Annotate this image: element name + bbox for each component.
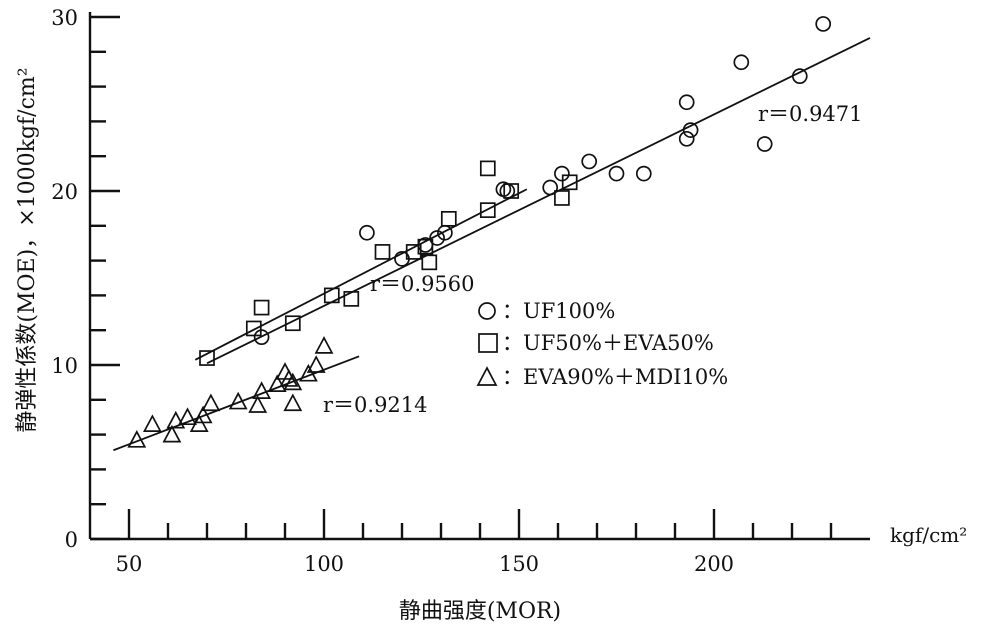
x-tick-label: 150 <box>499 552 539 576</box>
data-point-square <box>199 350 215 366</box>
data-point-square <box>554 190 570 206</box>
legend-square-marker <box>478 333 498 353</box>
legend-label-uf50-eva50: ：UF50%＋EVA50% <box>502 331 714 355</box>
data-point-circle <box>359 224 375 241</box>
y-tick-label: 20 <box>51 180 78 204</box>
x-tick-label: 100 <box>304 552 344 576</box>
legend-circle-marker <box>478 302 496 320</box>
x-axis-title: 静曲强度(MOR) <box>399 599 561 624</box>
x-tick-label: 200 <box>694 552 734 576</box>
data-point-circle <box>791 68 808 85</box>
data-point-square <box>374 244 391 260</box>
axis-ticks: 0 10 20 30 50 100 150 200 <box>51 6 833 576</box>
data-point-square <box>561 174 578 191</box>
legend-label-uf100: ：UF100% <box>502 299 615 323</box>
data-point-triangle <box>228 391 248 410</box>
data-point-triangle <box>306 355 326 373</box>
axes <box>88 12 870 541</box>
data-point-square <box>417 238 434 255</box>
data-point-square <box>343 291 360 307</box>
data-point-triangle <box>252 381 272 399</box>
data-point-circle <box>635 165 652 182</box>
regression-line-circle <box>206 37 871 365</box>
data-point-triangle <box>314 336 334 354</box>
data-point-circle <box>756 136 773 152</box>
data-point-triangle <box>127 430 147 448</box>
data-point-triangle <box>178 407 197 426</box>
data-point-circle <box>608 165 625 182</box>
data-point-triangle <box>283 372 303 391</box>
legend-label-eva90-mdi10: ：EVA90%＋MDI10% <box>502 365 728 389</box>
data-point-square <box>503 183 520 199</box>
data-point-square <box>405 244 422 260</box>
data-point-square <box>284 315 301 332</box>
data-point-triangle <box>189 414 209 433</box>
data-point-triangle <box>298 363 318 382</box>
data-point-triangle <box>166 410 186 429</box>
y-axis-title: 静弹性係数(MOE)，×1000kgf/cm² <box>15 67 40 432</box>
r-label-eva90-mdi10: r＝0.9214 <box>323 393 428 417</box>
data-point-square <box>479 160 496 177</box>
data-point-square <box>479 202 496 218</box>
data-point-square <box>245 320 262 337</box>
data-point-circle <box>429 230 445 246</box>
y-tick-label: 0 <box>65 528 78 552</box>
r-label-uf100: r＝0.9471 <box>758 102 863 126</box>
y-tick-label: 30 <box>51 6 78 30</box>
regression-line-square <box>194 188 528 361</box>
data-point-triangle <box>142 414 162 433</box>
data-point-square <box>253 299 270 316</box>
x-tick-label: 50 <box>116 552 143 576</box>
data-point-triangle <box>193 405 213 424</box>
data-point-circle <box>815 16 832 32</box>
data-point-triangle <box>283 393 303 412</box>
data-point-circle <box>581 153 598 170</box>
data-point-triangle <box>279 369 299 387</box>
legend-triangle-marker <box>476 366 498 386</box>
data-point-triangle <box>162 424 182 443</box>
data-point-triangle <box>248 395 268 413</box>
data-point-square <box>323 287 340 304</box>
data-point-square <box>421 254 438 271</box>
r-label-uf50-eva50: r＝0.9560 <box>370 272 475 296</box>
regression-lines <box>113 37 871 452</box>
data-point-triangle <box>201 393 221 412</box>
data-point-circle <box>733 54 750 71</box>
x-axis-unit: kgf/cm² <box>890 523 967 547</box>
data-point-square <box>440 210 457 227</box>
data-point-circle <box>542 179 559 196</box>
data-point-circle <box>682 122 699 138</box>
legend: ：UF100% ：UF50%＋EVA50% ：EVA90%＋MDI10% <box>476 299 728 389</box>
y-tick-label: 10 <box>51 354 78 378</box>
data-point-circle <box>678 130 695 147</box>
data-points <box>127 16 832 448</box>
data-point-circle <box>678 94 695 111</box>
